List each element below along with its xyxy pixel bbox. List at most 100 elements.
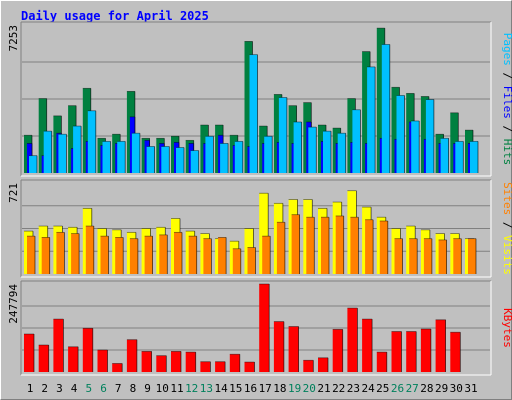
pages-bar: [102, 141, 111, 173]
sites-bar: [27, 236, 35, 274]
sites-bar: [335, 215, 344, 274]
day-label: 10: [156, 382, 169, 395]
day-label: 5: [85, 382, 92, 395]
sites-bar: [438, 239, 447, 274]
sites-bar: [409, 238, 418, 274]
pages-bar: [176, 147, 184, 173]
day-label: 1: [27, 382, 34, 395]
day-label: 3: [56, 382, 63, 395]
sites-bar: [232, 248, 241, 274]
day-label: 12: [185, 382, 198, 395]
kbytes-bar: [303, 360, 314, 372]
sites-bar: [71, 233, 80, 274]
kbytes-bar: [435, 319, 446, 372]
hits-bar: [288, 105, 297, 173]
sites-bar: [56, 232, 65, 274]
kbytes-bar: [38, 345, 49, 372]
pages-bar: [205, 136, 214, 173]
hits-bar: [68, 105, 77, 173]
sites-bar: [203, 238, 212, 274]
pages-bar: [190, 150, 199, 173]
kbytes-bar: [332, 329, 343, 372]
pages-bar: [381, 44, 390, 174]
sites-bar: [247, 247, 256, 274]
legend-visits: Sites / Visits: [501, 182, 512, 275]
kbytes-bar: [244, 362, 255, 372]
hits-bar: [38, 98, 47, 173]
day-label: 25: [376, 382, 389, 395]
hits-bar: [244, 41, 253, 173]
sites-bar: [174, 232, 182, 274]
pages-bar: [455, 141, 464, 173]
pages-bar: [470, 141, 478, 173]
day-label: 9: [144, 382, 151, 395]
pages-bar: [58, 134, 67, 173]
kbytes-bar: [171, 351, 181, 372]
pages-bar: [43, 131, 52, 173]
kbytes-bar: [259, 284, 270, 372]
day-label: 29: [435, 382, 448, 395]
sites-bar: [423, 238, 432, 274]
kbytes-bar: [273, 321, 284, 372]
day-label: 6: [100, 382, 107, 395]
day-label: 15: [229, 382, 242, 395]
sites-bar: [262, 236, 271, 274]
y-max-label: 7253: [7, 25, 20, 52]
sites-bar: [321, 217, 329, 274]
kbytes-bar: [450, 332, 461, 372]
kbytes-bar: [391, 331, 402, 372]
day-label: 8: [130, 382, 137, 395]
pages-bar: [367, 66, 376, 173]
sites-bar: [218, 237, 227, 274]
kbytes-bar: [362, 319, 373, 372]
hits-bar: [347, 98, 356, 173]
pages-bar: [337, 133, 346, 173]
pages-bar: [29, 155, 37, 173]
hits-bar: [376, 28, 385, 173]
day-label: 23: [347, 382, 360, 395]
kbytes-bar: [82, 328, 93, 372]
day-label: 11: [170, 382, 183, 395]
kbytes-bar: [24, 334, 34, 372]
sites-bar: [100, 236, 109, 274]
legend-hits-part: Hits: [501, 139, 512, 166]
day-label: 2: [41, 382, 48, 395]
sites-bar: [115, 237, 124, 274]
kbytes-bar: [215, 361, 226, 372]
pages-bar: [411, 120, 420, 173]
day-label: 14: [214, 382, 228, 395]
day-label: 24: [361, 382, 375, 395]
day-label: 27: [406, 382, 419, 395]
sites-bar: [85, 226, 94, 274]
day-label: 18: [273, 382, 286, 395]
sites-bar: [276, 222, 285, 274]
pages-bar: [323, 131, 331, 173]
day-label: 26: [391, 382, 404, 395]
day-label: 13: [200, 382, 213, 395]
legend-hits-part: /: [501, 119, 512, 139]
day-label: 21: [317, 382, 330, 395]
pages-bar: [425, 99, 434, 173]
pages-bar: [117, 141, 126, 173]
sites-bar: [159, 234, 168, 274]
sites-bar: [144, 236, 153, 274]
day-label: 4: [71, 382, 78, 395]
pages-bar: [234, 141, 243, 173]
sites-bar: [453, 238, 462, 274]
hits-bar: [362, 51, 371, 174]
visits-bar: [259, 193, 269, 274]
kbytes-bar: [112, 363, 123, 372]
sites-bar: [129, 238, 138, 274]
legend-hits-part: Pages: [501, 33, 512, 66]
pages-bar: [249, 54, 258, 173]
kbytes-bar: [406, 331, 417, 372]
hits-bar: [450, 112, 459, 173]
sites-bar: [365, 219, 374, 274]
kbytes-bar: [229, 354, 240, 372]
kbytes-bar: [200, 361, 211, 372]
legend-hits-part: Files: [501, 86, 512, 119]
kbytes-bar: [156, 355, 167, 372]
day-label: 30: [450, 382, 463, 395]
sites-bar: [291, 214, 300, 274]
legend-visits-part: Sites: [501, 182, 512, 215]
